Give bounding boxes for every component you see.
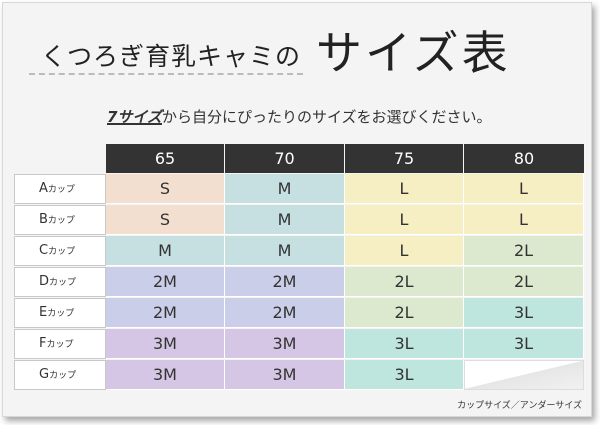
size-cell-d-70: 2M [225, 267, 345, 297]
size-cell-g-70: 3M [225, 360, 345, 390]
size-cell-a-70: M [225, 174, 345, 204]
column-header-80: 80 [464, 144, 584, 173]
size-cell-a-80: L [464, 174, 584, 204]
cup-suffix: カップ [47, 309, 75, 319]
row-label-d: Dカップ [14, 267, 106, 297]
row-label-f: Fカップ [14, 329, 106, 359]
size-cell-g-80 [464, 360, 584, 390]
row-label-g: Gカップ [14, 360, 106, 390]
cup-letter: C [39, 243, 49, 258]
size-cell-f-70: 3M [225, 329, 345, 359]
size-cell-c-70: M [225, 236, 345, 266]
page-title: サイズ表 [316, 26, 511, 80]
cup-letter: B [39, 212, 48, 227]
size-cell-a-65: S [106, 174, 225, 204]
cup-letter: E [39, 305, 48, 320]
size-cell-f-80: 3L [464, 329, 584, 359]
subtitle-emphasis: 7サイズ [107, 108, 162, 126]
table-footnote: カップサイズ／アンダーサイズ [457, 401, 582, 411]
row-label-c: Cカップ [14, 236, 106, 266]
cup-letter: D [39, 274, 50, 289]
cup-letter: A [39, 181, 48, 196]
size-cell-g-65: 3M [106, 360, 225, 390]
size-cell-b-75: L [345, 205, 464, 235]
size-cell-b-70: M [225, 205, 345, 235]
cup-letter: G [39, 367, 50, 382]
cup-letter: F [39, 336, 47, 351]
subtitle-text: から自分にぴったりのサイズをお選びください。 [162, 108, 492, 126]
size-cell-e-80: 3L [464, 298, 584, 328]
size-cell-a-75: L [345, 174, 464, 204]
subtitle: 7サイズから自分にぴったりのサイズをお選びください。 [107, 106, 492, 127]
cup-suffix: カップ [47, 216, 75, 226]
row-label-a: Aカップ [14, 174, 106, 204]
column-header-75: 75 [345, 144, 463, 173]
size-cell-b-80: L [464, 205, 584, 235]
row-label-b: Bカップ [14, 205, 106, 235]
size-cell-d-80: 2L [464, 267, 584, 297]
size-cell-f-65: 3M [106, 329, 225, 359]
size-cell-e-65: 2M [106, 298, 225, 328]
cup-suffix: カップ [49, 278, 77, 288]
row-label-e: Eカップ [14, 298, 106, 328]
dashed-divider [29, 73, 303, 75]
size-cell-d-75: 2L [345, 267, 464, 297]
column-header-70: 70 [225, 144, 344, 173]
size-cell-d-65: 2M [106, 267, 225, 297]
size-cell-b-65: S [106, 205, 225, 235]
column-header-65: 65 [106, 144, 224, 173]
size-cell-c-80: 2L [464, 236, 584, 266]
size-cell-c-65: M [106, 236, 225, 266]
cup-suffix: カップ [48, 247, 76, 257]
size-cell-f-75: 3L [345, 329, 464, 359]
cup-suffix: カップ [47, 185, 75, 195]
size-cell-c-75: L [345, 236, 464, 266]
cup-suffix: カップ [46, 340, 74, 350]
title-lead: くつろぎ育乳キャミの [41, 42, 302, 71]
cup-suffix: カップ [49, 371, 77, 381]
size-cell-e-70: 2M [225, 298, 345, 328]
size-cell-e-75: 2L [345, 298, 464, 328]
size-cell-g-75: 3L [345, 360, 464, 390]
